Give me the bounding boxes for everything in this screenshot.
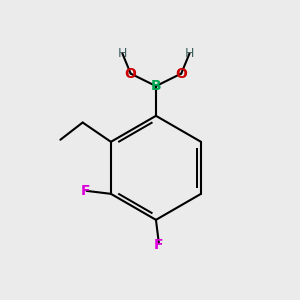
Text: F: F bbox=[80, 184, 90, 198]
Text: H: H bbox=[185, 47, 194, 60]
Text: H: H bbox=[118, 47, 127, 60]
Text: B: B bbox=[151, 79, 161, 93]
Text: O: O bbox=[175, 67, 187, 81]
Text: F: F bbox=[154, 238, 164, 252]
Text: O: O bbox=[125, 67, 136, 81]
